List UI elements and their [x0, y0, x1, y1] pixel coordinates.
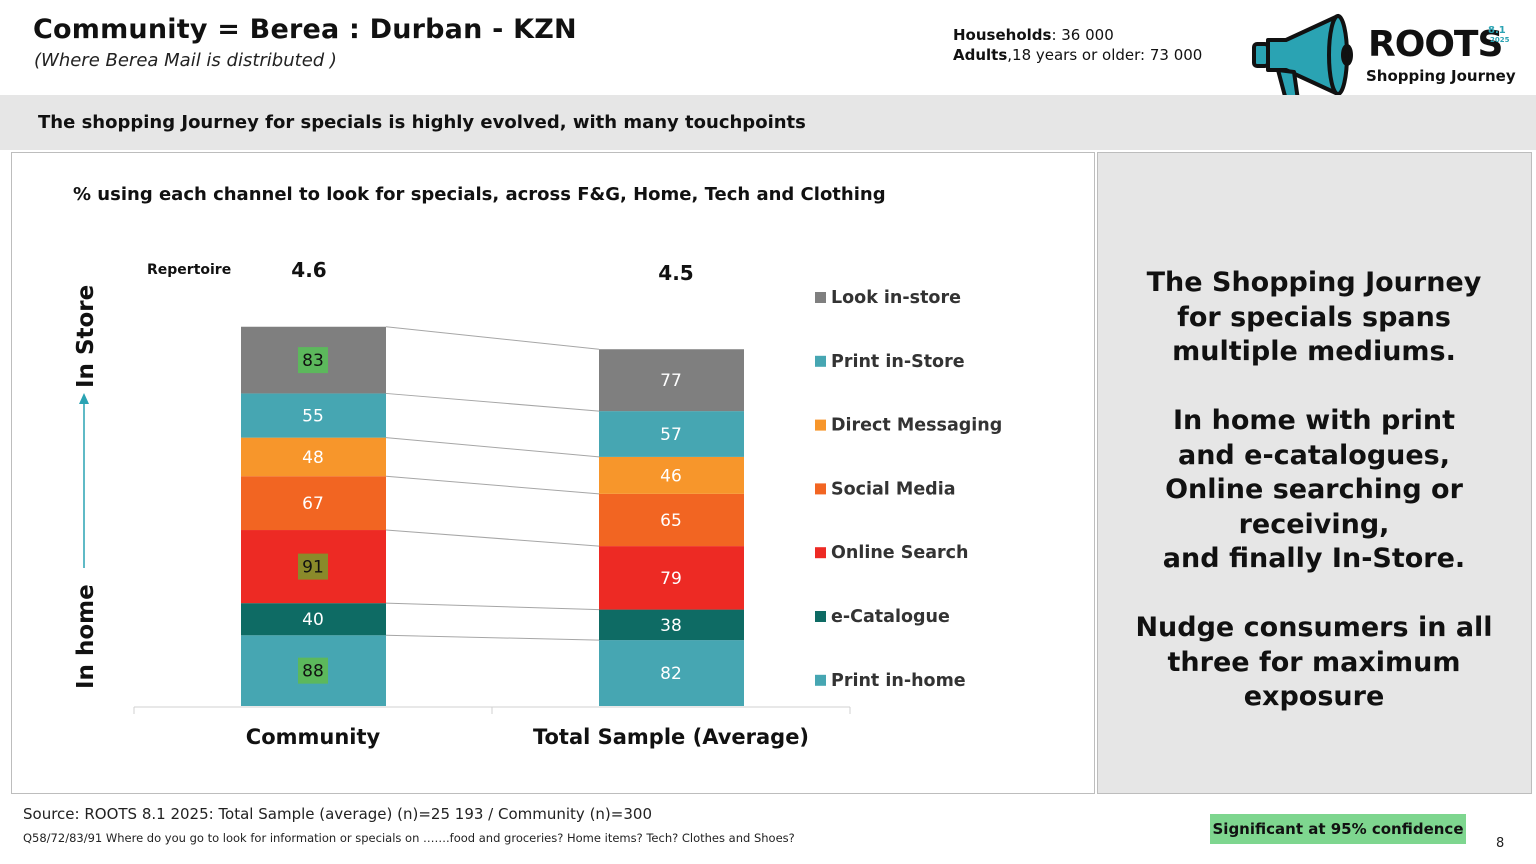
insight-para-2-line-3: and finally In-Store.: [1162, 543, 1466, 574]
insight-panel: [1097, 152, 1532, 794]
logo-version: 8.1: [1488, 25, 1506, 36]
demographic-stats: Households: 36 000 Adults,18 years or ol…: [953, 25, 1202, 65]
insight-text: The Shopping Journey for specials spans …: [1100, 266, 1528, 715]
question-note: Q58/72/83/91 Where do you go to look for…: [23, 831, 795, 845]
insight-para-2-line-2: Online searching or receiving,: [1165, 474, 1463, 540]
insight-para-1: The Shopping Journey for specials spans …: [1146, 267, 1482, 367]
logo-year: 2025: [1490, 36, 1510, 44]
headline-text: The shopping Journey for specials is hig…: [38, 112, 806, 133]
chart-panel: [11, 152, 1095, 794]
insight-para-2-line-1: In home with print and e-catalogues,: [1172, 405, 1456, 471]
insight-para-3: Nudge consumers in all three for maximum…: [1135, 612, 1493, 712]
source-note: Source: ROOTS 8.1 2025: Total Sample (av…: [23, 805, 652, 823]
page-subtitle: (Where Berea Mail is distributed ): [34, 50, 337, 71]
adults-stat: Adults,18 years or older: 73 000: [953, 46, 1203, 64]
page-title: Community = Berea : Durban - KZN: [33, 14, 577, 45]
headline-banner: [0, 95, 1536, 150]
logo-subtitle: Shopping Journey: [1366, 67, 1516, 85]
megaphone-icon: [1252, 14, 1353, 102]
page-number: 8: [1496, 836, 1505, 851]
logo-wordmark: ROOTS: [1368, 24, 1503, 65]
households-stat: Households: 36 000: [953, 26, 1114, 44]
significance-badge: Significant at 95% confidence: [1210, 814, 1466, 844]
